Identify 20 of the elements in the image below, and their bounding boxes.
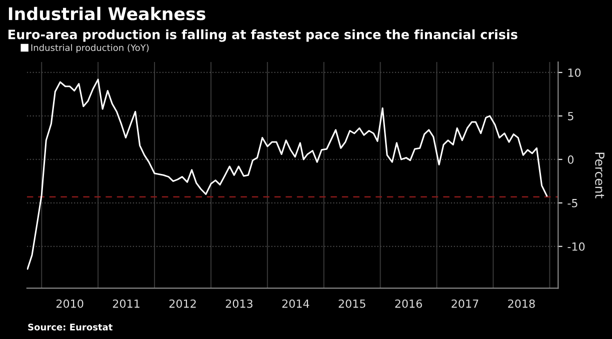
x-tick-label: 2010 bbox=[56, 299, 84, 308]
y-tick-label: -10 bbox=[568, 242, 585, 251]
x-tick-label: 2015 bbox=[338, 299, 366, 308]
y-tick-label: 10 bbox=[568, 68, 581, 77]
y-tick-label: 5 bbox=[568, 112, 574, 120]
x-tick-label: 2016 bbox=[395, 299, 422, 308]
x-tick-label: 2018 bbox=[508, 299, 535, 308]
x-tick-label: 2014 bbox=[282, 299, 310, 308]
chart-subtitle: Euro-area production is falling at fastest pace since the financial crisis bbox=[8, 29, 518, 42]
x-tick-label: 2017 bbox=[452, 299, 478, 308]
chart-title: Industrial Weakness bbox=[8, 6, 206, 20]
y-axis-title: Percent bbox=[595, 152, 604, 198]
x-tick-label: 2011 bbox=[112, 299, 140, 308]
line-series bbox=[26, 78, 548, 270]
legend-label: Industrial production (YoY) bbox=[31, 44, 149, 53]
y-tick-label: -5 bbox=[568, 199, 578, 208]
source-note: Source: Eurostat bbox=[28, 324, 112, 330]
y-tick-label: 0 bbox=[568, 155, 574, 164]
x-tick-label: 2013 bbox=[226, 299, 252, 308]
x-tick-label: 2012 bbox=[169, 299, 196, 308]
